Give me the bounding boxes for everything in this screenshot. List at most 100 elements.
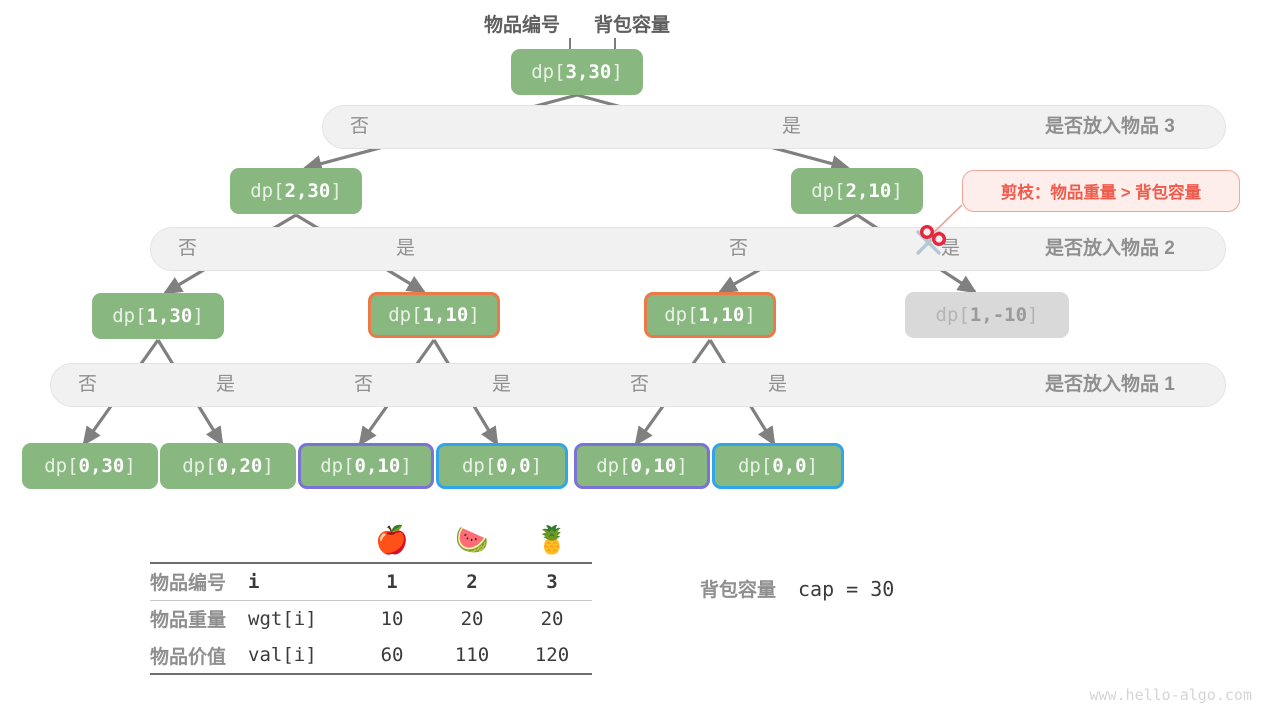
table-row-name: i — [242, 562, 353, 600]
node-dp-3-30[interactable]: dp[3,30] — [511, 49, 643, 95]
node-value: 1,10 — [698, 304, 745, 326]
node-dp-1-30[interactable]: dp[1,30] — [92, 293, 224, 339]
header-item-index: 物品编号 — [484, 15, 561, 36]
node-prefix: dp[ — [461, 455, 497, 477]
prune-callout: 剪枝：物品重量 > 背包容量 — [962, 170, 1240, 212]
node-suffix: ] — [192, 305, 204, 327]
node-suffix: ] — [676, 455, 688, 477]
node-value: 1,-10 — [969, 304, 1028, 326]
node-suffix: ] — [891, 180, 903, 202]
table-row-header: 物品编号 — [150, 562, 243, 600]
band-2-no-2: 否 — [729, 238, 749, 259]
node-value: 1,30 — [146, 305, 193, 327]
band-1-no-3: 否 — [630, 374, 650, 395]
capacity-label: 背包容量 — [700, 580, 777, 601]
node-value: 0,10 — [354, 455, 401, 477]
node-suffix: ] — [530, 455, 543, 477]
node-prefix: dp[ — [596, 455, 631, 477]
table-cell: 10 — [352, 599, 433, 637]
band-3-yes: 是 — [782, 116, 802, 137]
table-cell: 60 — [352, 637, 433, 675]
prune-callout-text: 剪枝：物品重量 > 背包容量 — [1000, 184, 1202, 202]
node-dp-1-10-right[interactable]: dp[1,10] — [644, 292, 776, 338]
node-suffix: ] — [262, 455, 274, 477]
table-row-header: 物品价值 — [150, 637, 243, 675]
fruit-emoji-2: 🍉 — [455, 525, 489, 555]
band-2-yes: 是 — [396, 238, 416, 259]
node-value: 3,30 — [565, 61, 612, 83]
node-prefix: dp[ — [112, 305, 147, 327]
node-prefix: dp[ — [811, 180, 846, 202]
band-1-no-2: 否 — [354, 374, 374, 395]
node-prefix: dp[ — [737, 455, 773, 477]
table-cell: 2 — [432, 562, 513, 600]
table-row-name: wgt[i] — [242, 599, 353, 637]
node-suffix: ] — [400, 455, 412, 477]
node-value: 0,0 — [496, 455, 531, 477]
node-prefix: dp[ — [531, 61, 566, 83]
node-dp-0-20[interactable]: dp[0,20] — [160, 443, 296, 489]
band-1-yes: 是 — [216, 374, 236, 395]
capacity-note: 背包容量 cap = 30 — [700, 575, 894, 602]
node-value: 1,10 — [422, 304, 469, 326]
node-value: 0,10 — [630, 455, 677, 477]
table-cell: 20 — [432, 599, 513, 637]
node-dp-2-10[interactable]: dp[2,10] — [791, 168, 923, 214]
table-cell: 20 — [512, 599, 593, 637]
fruit-emoji-1: 🍎 — [375, 525, 409, 555]
node-prefix: dp[ — [320, 455, 355, 477]
node-dp-0-10-right[interactable]: dp[0,10] — [574, 443, 710, 489]
capacity-value: cap = 30 — [798, 576, 895, 601]
band-1-title: 是否放入物品 1 — [1045, 374, 1175, 395]
band-2-yes-2: 是 — [941, 238, 961, 259]
node-prefix: dp[ — [250, 180, 285, 202]
table-corner-blank — [150, 518, 242, 563]
table-row: 物品重量 wgt[i] 10 20 20 — [150, 599, 593, 637]
decision-band-3 — [322, 105, 1226, 149]
node-value: 0,0 — [772, 455, 807, 477]
table-row-header: 物品重量 — [150, 599, 243, 637]
node-suffix: ] — [468, 304, 480, 326]
band-2-title: 是否放入物品 2 — [1045, 238, 1175, 259]
items-table: 🍎 🍉 🍍 物品编号 i 1 2 3 物品重量 wgt[i] 10 20 20 物品价值 val[i] 60 1… — [150, 518, 593, 675]
table-corner-blank-2 — [242, 518, 352, 563]
node-value: 2,30 — [284, 180, 331, 202]
fruit-emoji-3: 🍍 — [535, 525, 569, 555]
band-1-no: 否 — [78, 374, 98, 395]
table-cell: 120 — [512, 637, 593, 675]
table-cell: 110 — [432, 637, 513, 675]
scissors-icon — [916, 224, 947, 255]
node-suffix: ] — [124, 455, 136, 477]
watermark: www.hello-algo.com — [1089, 686, 1252, 704]
node-dp-0-0-left[interactable]: dp[0,0] — [436, 443, 568, 489]
node-prefix: dp[ — [388, 304, 423, 326]
node-value: 0,20 — [216, 455, 263, 477]
band-3-title: 是否放入物品 3 — [1045, 116, 1175, 137]
band-1-yes-2: 是 — [492, 374, 512, 395]
table-row: 物品价值 val[i] 60 110 120 — [150, 637, 593, 675]
node-dp-2-30[interactable]: dp[2,30] — [230, 168, 362, 214]
table-row-name: val[i] — [242, 637, 353, 675]
node-dp-1-minus10-pruned[interactable]: dp[1,-10] — [905, 292, 1069, 338]
node-dp-0-30[interactable]: dp[0,30] — [22, 443, 158, 489]
node-prefix: dp[ — [935, 304, 970, 326]
table-cell: 3 — [512, 562, 593, 600]
band-3-no: 否 — [350, 116, 370, 137]
band-1-yes-3: 是 — [768, 374, 788, 395]
node-dp-1-10-left[interactable]: dp[1,10] — [368, 292, 500, 338]
node-suffix: ] — [330, 180, 342, 202]
node-suffix: ] — [806, 455, 819, 477]
node-value: 2,10 — [845, 180, 892, 202]
node-value: 0,30 — [78, 455, 125, 477]
table-emoji-row: 🍎 🍉 🍍 — [150, 518, 592, 563]
table-cell: 1 — [352, 562, 433, 600]
decision-band-2 — [150, 227, 1226, 271]
node-dp-0-0-right[interactable]: dp[0,0] — [712, 443, 844, 489]
node-suffix: ] — [1027, 304, 1039, 326]
decision-band-1 — [50, 363, 1226, 407]
node-dp-0-10-left[interactable]: dp[0,10] — [298, 443, 434, 489]
node-suffix: ] — [744, 304, 756, 326]
band-2-no: 否 — [178, 238, 198, 259]
node-suffix: ] — [611, 61, 623, 83]
